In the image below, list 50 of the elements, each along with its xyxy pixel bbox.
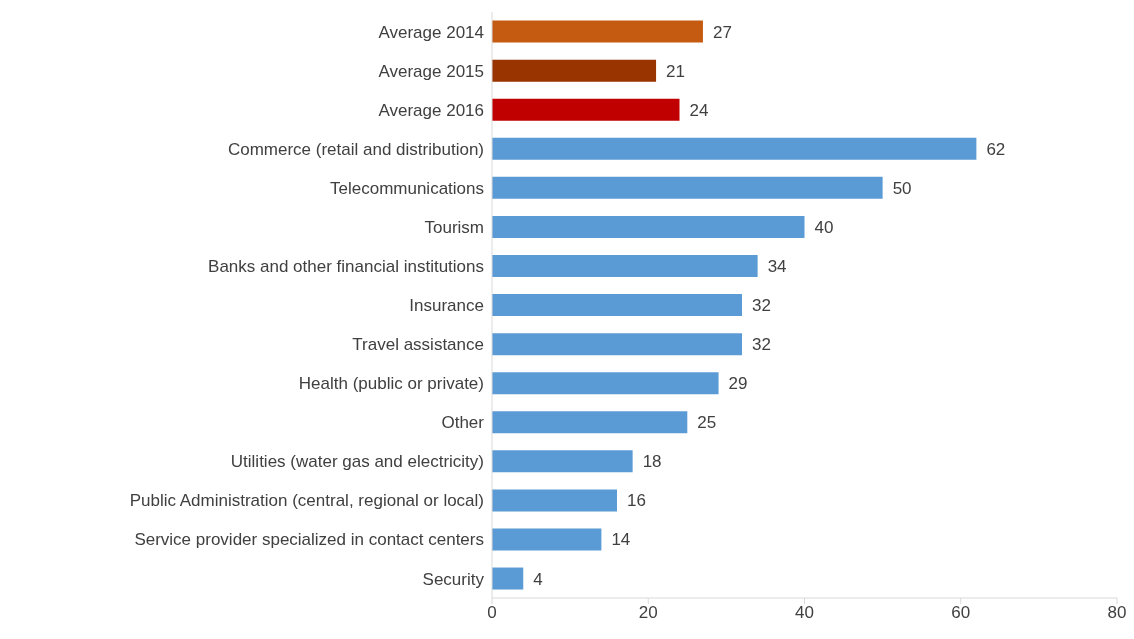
bar	[492, 333, 742, 356]
y-tick-label: Banks and other financial institutions	[208, 256, 484, 276]
bar	[492, 411, 688, 434]
data-label: 21	[666, 61, 685, 81]
data-label: 32	[752, 335, 771, 355]
data-label: 50	[892, 178, 912, 198]
data-label: 34	[767, 257, 787, 277]
y-tick-label: Telecommunications	[329, 178, 484, 198]
data-label: 40	[814, 217, 834, 237]
y-tick-label: Commerce (retail and distribution)	[227, 139, 484, 159]
x-tick-label: 40	[795, 603, 814, 623]
data-label: 14	[611, 530, 631, 550]
data-label: 18	[642, 452, 662, 472]
bar	[492, 137, 977, 160]
bar	[492, 98, 680, 121]
y-tick-label: Utilities (water gas and electricity)	[230, 452, 484, 472]
y-tick-label: Security	[422, 569, 485, 589]
y-tick-label: Average 2014	[378, 22, 484, 42]
bar	[492, 450, 633, 473]
data-label: 24	[689, 100, 709, 120]
x-tick-label: 80	[1107, 603, 1127, 623]
y-tick-label: Average 2016	[378, 100, 484, 120]
y-tick-label: Health (public or private)	[298, 374, 484, 394]
y-tick-label: Tourism	[424, 217, 484, 237]
y-tick-label: Average 2015	[378, 61, 484, 81]
data-label: 29	[728, 374, 748, 394]
x-tick-label: 0	[487, 603, 497, 623]
y-tick-label: Other	[441, 413, 485, 433]
bar	[492, 294, 742, 317]
y-tick-label: Insurance	[409, 296, 484, 316]
data-label: 16	[627, 491, 646, 511]
y-tick-label: Public Administration (central, regional or local)	[129, 491, 484, 511]
data-label: 27	[712, 22, 732, 42]
data-label: 4	[533, 569, 543, 589]
data-label: 62	[986, 139, 1006, 159]
bar	[492, 528, 602, 551]
bar	[492, 372, 719, 395]
bar	[492, 215, 805, 238]
data-label: 32	[752, 296, 771, 316]
x-tick-label: 20	[638, 603, 658, 623]
bar	[492, 176, 883, 199]
bar	[492, 489, 617, 512]
bar	[492, 59, 657, 82]
bar	[492, 254, 758, 277]
y-tick-label: Service provider specialized in contact centers	[134, 530, 484, 550]
bar	[492, 20, 703, 43]
y-tick-label: Travel assistance	[352, 335, 484, 355]
data-label: 25	[697, 413, 717, 433]
x-tick-label: 60	[951, 603, 971, 623]
bar	[492, 567, 524, 590]
